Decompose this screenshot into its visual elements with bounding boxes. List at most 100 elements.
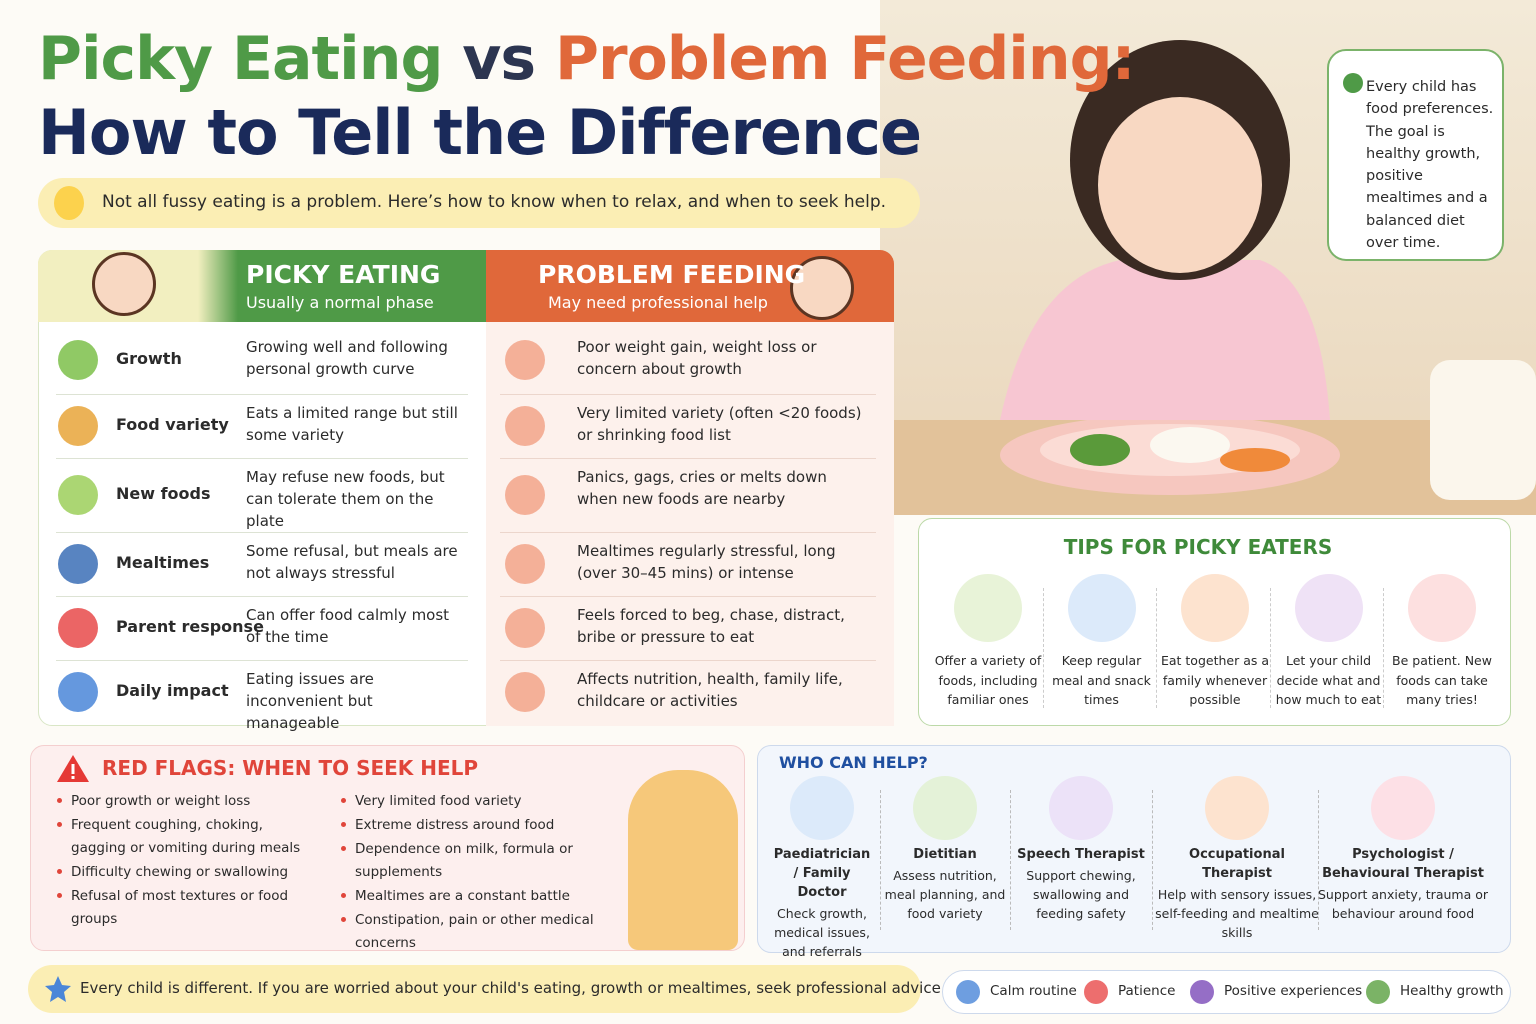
- tip-divider: [1383, 588, 1384, 708]
- title: Picky Eating vs Problem Feeding:: [38, 24, 1136, 94]
- picky-text: Growing well and following personal grow…: [246, 338, 448, 378]
- who-icon: [913, 776, 977, 840]
- red-flag-item: Extreme distress around food: [355, 817, 555, 833]
- who-heading: WHO CAN HELP?: [779, 753, 928, 772]
- pill-text: Patience: [1118, 983, 1176, 999]
- red-flag-item: Very limited food variety: [355, 793, 522, 809]
- pill-text: Healthy growth: [1400, 983, 1504, 999]
- tip-text: Be patient. New foods can take many trie…: [1392, 653, 1492, 707]
- picky-text: Eating issues are inconvenient but manag…: [246, 670, 374, 732]
- red-flag-item: Poor growth or weight loss: [71, 793, 251, 809]
- problem-icon: [505, 340, 545, 380]
- bulb-icon: [54, 186, 84, 220]
- who-divider: [1152, 790, 1153, 930]
- row-label: Food variety: [116, 415, 229, 434]
- row-divider: [56, 458, 468, 459]
- red-flag-item: Constipation, pain or other medical conc…: [355, 912, 594, 951]
- red-flag-item: Mealtimes are a constant battle: [355, 888, 570, 904]
- pill-icon: [956, 980, 980, 1004]
- tip-divider: [1269, 588, 1271, 708]
- row-divider: [500, 660, 876, 661]
- footer-note-box: [28, 965, 921, 1013]
- bullet: [341, 822, 346, 827]
- red-flag-item: Dependence on milk, formula or supplemen…: [355, 841, 573, 880]
- sad-child: [790, 256, 854, 320]
- callout-text: Every child has food preferences. The go…: [1366, 79, 1494, 252]
- tip-icon: [954, 574, 1022, 642]
- picky-text: Can offer food calmly most of the time: [246, 606, 450, 646]
- who-icon: [1205, 776, 1269, 840]
- tip-text: Keep regular meal and snack times: [1052, 653, 1151, 707]
- bullet: [57, 893, 62, 898]
- problem-text: Very limited variety (often <20 foods) o…: [577, 404, 862, 444]
- who-role: Psychologist / Behavioural Therapist: [1322, 847, 1484, 881]
- tip-text: Eat together as a family whenever possib…: [1160, 653, 1270, 707]
- bullet: [341, 798, 346, 803]
- row-divider: [56, 660, 468, 661]
- who-role: Speech Therapist: [1017, 847, 1145, 862]
- red-flag-item: Difficulty chewing or swallowing: [71, 864, 289, 880]
- who-role: Occupational Therapist: [1189, 847, 1285, 881]
- row-icon: [58, 340, 98, 380]
- row-divider: [56, 596, 468, 597]
- row-label: Growth: [116, 349, 182, 368]
- pill-text: Calm routine: [990, 983, 1077, 999]
- red-flags-panel: [30, 745, 745, 951]
- who-role: Paediatrician / Family Doctor: [773, 847, 871, 900]
- who-icon: [1049, 776, 1113, 840]
- problem-heading: PROBLEM FEEDING: [538, 260, 806, 289]
- title-vs: vs: [462, 24, 536, 94]
- problem-text: Affects nutrition, health, family life, …: [577, 670, 843, 710]
- picky-text: Eats a limited range but still some vari…: [246, 404, 458, 444]
- row-divider: [56, 394, 468, 395]
- bullet: [341, 893, 346, 898]
- who-panel: [757, 745, 1511, 953]
- red-flags-heading: RED FLAGS: WHEN TO SEEK HELP: [102, 756, 479, 780]
- warning-icon: [57, 755, 89, 782]
- title-picky: Picky Eating: [38, 24, 443, 94]
- row-label: Mealtimes: [116, 553, 210, 572]
- problem-text: Poor weight gain, weight loss or concern…: [577, 338, 817, 378]
- pill-icon: [1084, 980, 1108, 1004]
- bullet: [57, 822, 62, 827]
- problem-icon: [505, 475, 545, 515]
- problem-icon: [505, 406, 545, 446]
- row-icon: [58, 608, 98, 648]
- who-icon: [1371, 776, 1435, 840]
- row-label: Daily impact: [116, 681, 229, 700]
- tip-text: Offer a variety of foods, including fami…: [934, 653, 1042, 707]
- tip-text: Let your child decide what and how much …: [1275, 653, 1382, 707]
- who-icon: [790, 776, 854, 840]
- row-divider: [500, 532, 876, 533]
- who-divider: [1010, 790, 1011, 930]
- picky-text: Some refusal, but meals are not always s…: [246, 542, 458, 582]
- who-text: Support anxiety, trauma or behaviour aro…: [1318, 887, 1488, 921]
- row-divider: [56, 532, 468, 533]
- subtitle-banner: [38, 178, 920, 228]
- row-divider: [500, 458, 876, 459]
- star-icon: [45, 976, 71, 1002]
- row-icon: [58, 544, 98, 584]
- bullet: [341, 917, 346, 922]
- happy-child: [92, 252, 156, 316]
- problem-sub: May need professional help: [548, 293, 768, 312]
- tip-icon: [1294, 574, 1363, 642]
- tip-icon: [1067, 574, 1136, 642]
- who-text: Assess nutrition, meal planning, and foo…: [884, 868, 1006, 921]
- bullet: [57, 869, 62, 874]
- pills-box: [942, 970, 1511, 1014]
- bullet: [57, 798, 62, 803]
- tips-heading: TIPS FOR PICKY EATERS: [1063, 535, 1333, 559]
- bullet: [341, 846, 346, 851]
- row-label: Parent response: [116, 617, 264, 636]
- red-flag-item: Refusal of most textures or food groups: [71, 888, 289, 927]
- problem-text: Feels forced to beg, chase, distract, br…: [577, 606, 845, 646]
- problem-icon: [505, 544, 545, 584]
- picky-heading: PICKY EATING: [246, 260, 441, 289]
- problem-text: Mealtimes regularly stressful, long (ove…: [577, 542, 836, 582]
- parent-illustration: [628, 770, 738, 950]
- who-role: Dietitian: [913, 847, 977, 862]
- problem-icon: [505, 608, 545, 648]
- who-divider: [880, 790, 881, 930]
